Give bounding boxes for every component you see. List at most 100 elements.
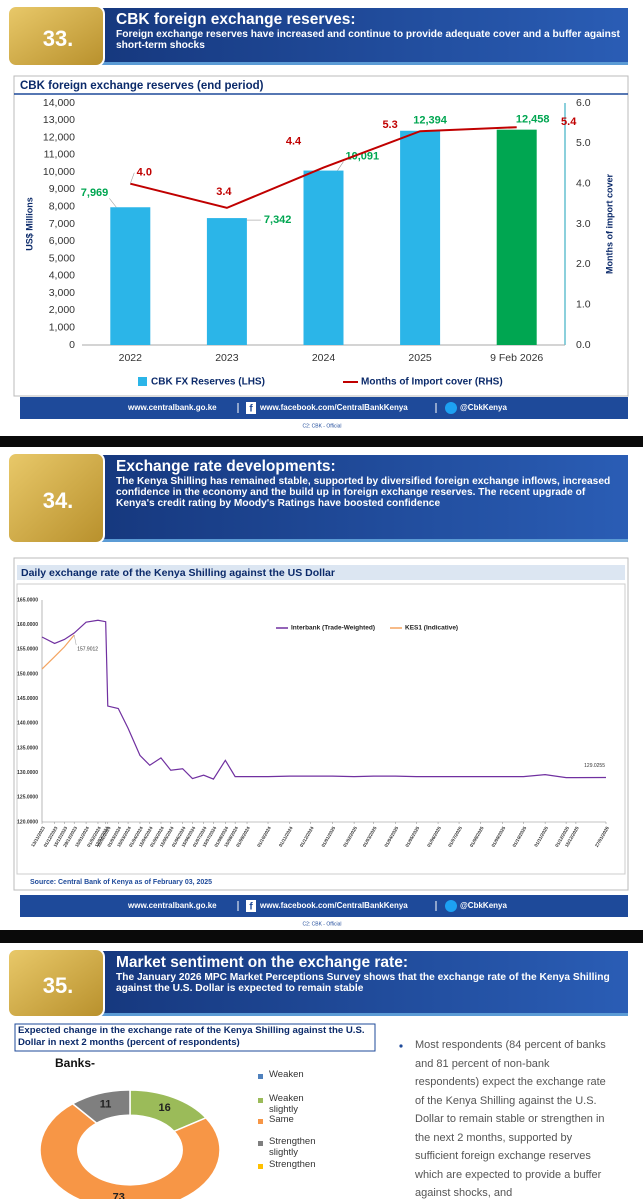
footer-website: www.centralbank.go.ke [127,403,217,412]
y-tick-label: 160.0000 [17,622,38,628]
slide-number: 35. [43,973,74,998]
chart-title: Expected change in the exchange rate of … [18,1025,365,1048]
y2-tick-label: 4.0 [576,177,591,189]
slide-subtitle-box: The January 2026 MPC Market Perceptions … [116,972,610,994]
header-underline [100,62,628,65]
x-tick-label: 9 Feb 2026 [490,352,543,364]
chart-title: Daily exchange rate of the Kenya Shillin… [21,567,335,579]
y2-tick-label: 2.0 [576,258,591,270]
chart-title-box [14,1023,376,1052]
y2-tick-label: 0.0 [576,339,591,351]
legend-label: Strengthen [269,1159,316,1170]
slide-subtitle: Foreign exchange reserves have increased… [116,29,620,51]
donut-slice [71,1089,131,1125]
point-label: 129.0255 [584,763,605,769]
legend-label-box: Same [269,1114,294,1125]
slide-title: Market sentiment on the exchange rate: [116,954,408,971]
leader-line [130,172,135,184]
plot-frame [16,583,626,875]
legend-label: Same [269,1114,294,1125]
footer-twitter: @CbkKenya [460,901,507,910]
y2-tick-label: 1.0 [576,298,591,310]
legend-label: CBK FX Reserves (LHS) [151,377,265,388]
x-tick-label: 2024 [312,352,336,364]
twitter-icon [445,402,457,414]
bullet-text-box: Most respondents (84 percent of banks an… [415,1039,606,1199]
y-tick-label: 1,000 [49,321,75,333]
y-tick-label: 165.0000 [17,597,38,603]
bar-value-label: 7,342 [264,214,292,226]
footer-twitter: @CbkKenya [460,403,507,412]
line [130,126,517,209]
donut-slice [39,1102,221,1199]
bar [400,130,441,345]
line-value-label: 3.4 [216,186,232,198]
y-tick-label: 120.0000 [17,819,38,825]
y-tick-label: 155.0000 [17,647,38,653]
y-tick-label: 2,000 [49,304,75,316]
bar-value-label: 10,091 [346,150,380,162]
slide-number: 34. [43,488,74,513]
y-tick-label: 130.0000 [17,770,38,776]
bar-value-label: 12,394 [413,115,448,127]
footer-website: www.centralbank.go.ke [127,901,217,910]
bar [110,207,151,345]
bar-value-label: 7,969 [81,187,109,199]
legend-label: Months of Import cover (RHS) [361,377,503,388]
y-tick-label: 9,000 [49,183,75,195]
leader-line [109,198,117,208]
legend-label: Strengthen slightly [269,1136,316,1158]
x-tick-label: 2022 [119,352,143,364]
badge [7,948,105,1018]
legend-label-box: Strengthen slightly [269,1136,316,1158]
y-tick-label: 5,000 [49,252,75,264]
y-tick-label: 135.0000 [17,745,38,751]
y-tick-label: 4,000 [49,270,75,282]
x-tick-label: 2025 [408,352,432,364]
source: Source: Central Bank of Kenya as of Febr… [30,879,212,886]
facebook-icon [246,900,256,912]
legend-swatch [258,1164,263,1169]
classification: C2: CBK - Official [302,423,341,429]
legend-label: Weaken [269,1069,304,1080]
y2-tick-label: 3.0 [576,218,591,230]
facebook-icon [246,402,256,414]
legend-swatch [138,377,147,386]
footer-facebook: www.facebook.com/CentralBankKenya [259,403,408,412]
header-band [100,455,628,539]
bullet-dot [399,1044,403,1048]
footer-band [20,895,628,917]
slice-label: 16 [159,1102,171,1114]
facebook-f: f [249,404,253,415]
line-value-label: 4.4 [286,135,302,147]
header-band [100,951,628,1013]
footer-facebook: www.facebook.com/CentralBankKenya [259,901,408,910]
legend-swatch [258,1119,263,1124]
leader-line [337,161,344,171]
x-tick-label: 2023 [215,352,239,364]
y-tick-label: 0 [69,339,75,351]
slide-title: CBK foreign exchange reserves: [116,11,355,28]
y-tick-label: 125.0000 [17,795,38,801]
slide-subtitle-box: Foreign exchange reserves have increased… [116,29,620,51]
y2-tick-label: 5.0 [576,137,591,149]
slide-subtitle: The Kenya Shilling has remained stable, … [116,476,611,509]
slide-subtitle: The January 2026 MPC Market Perceptions … [116,972,610,994]
y-tick-label: 6,000 [49,235,75,247]
point-label: 157.9012 [77,646,98,652]
bar-value-label: 12,458 [516,114,550,126]
footer-band [20,397,628,419]
y-tick-label: 10,000 [43,166,75,178]
y-tick-label: 3,000 [49,287,75,299]
y2-tick-label: 6.0 [576,97,591,109]
slide-number: 33. [43,26,74,51]
line-value-label: 5.3 [382,119,397,131]
legend-label-box: Strengthen [269,1159,316,1170]
slice-label: 73 [113,1191,125,1199]
leader-line [73,634,77,646]
chart-title: CBK foreign exchange reserves (end perio… [20,80,264,92]
line-value-label: 5.4 [561,116,577,128]
slide-subtitle-box: The Kenya Shilling has remained stable, … [116,476,611,509]
